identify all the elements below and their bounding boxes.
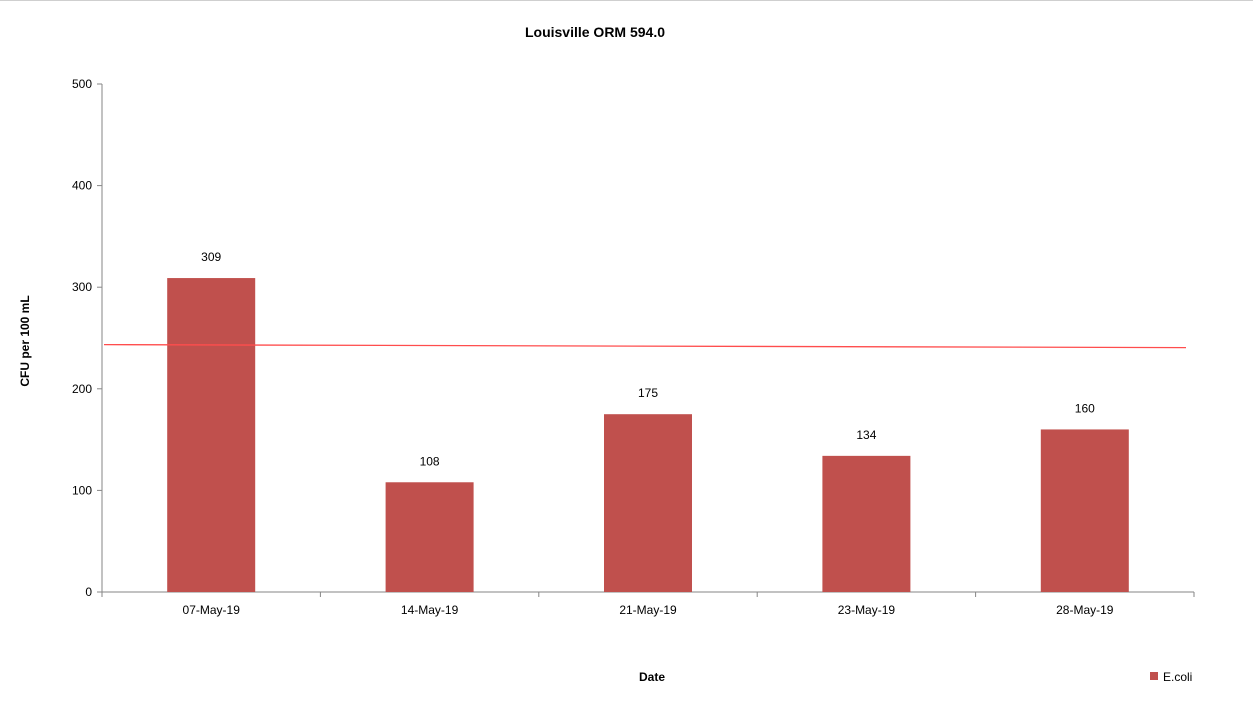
legend-label-e-coli: E.coli: [1163, 670, 1192, 684]
bar-23-May-19: [822, 455, 911, 592]
data-label-21-May-19: 175: [638, 386, 658, 400]
x-tick-label-28-May-19: 28-May-19: [1056, 603, 1114, 617]
data-label-14-May-19: 108: [420, 454, 440, 468]
x-axis-label: Date: [639, 670, 665, 684]
x-tick-label-21-May-19: 21-May-19: [619, 603, 677, 617]
x-tick-label-14-May-19: 14-May-19: [401, 603, 459, 617]
data-label-23-May-19: 134: [856, 428, 876, 442]
y-axis-label: CFU per 100 mL: [18, 295, 32, 386]
data-label-07-May-19: 309: [201, 250, 221, 264]
bar-07-May-19: [167, 278, 256, 592]
legend-swatch-e-coli: [1150, 672, 1158, 680]
bar-28-May-19: [1040, 429, 1129, 592]
y-tick-label-300: 300: [72, 280, 92, 294]
top-border: [0, 0, 1253, 1]
y-tick-label-400: 400: [72, 179, 92, 193]
bar-21-May-19: [604, 414, 692, 592]
reference-line: [103, 343, 1187, 349]
y-tick-label-0: 0: [85, 585, 92, 599]
x-tick-label-23-May-19: 23-May-19: [838, 603, 896, 617]
y-tick-label-100: 100: [72, 483, 92, 497]
legend: E.coli: [1150, 670, 1192, 684]
y-tick-label-200: 200: [72, 382, 92, 396]
x-tick-label-07-May-19: 07-May-19: [183, 603, 241, 617]
bar-14-May-19: [385, 482, 474, 592]
plot-area: 0 100 200 300 400 500 309 07-May-19 108 14-May-19…: [72, 77, 1195, 617]
chart-title: Louisville ORM 594.0: [525, 24, 665, 40]
data-label-28-May-19: 160: [1075, 401, 1095, 415]
y-tick-label-500: 500: [72, 77, 92, 91]
